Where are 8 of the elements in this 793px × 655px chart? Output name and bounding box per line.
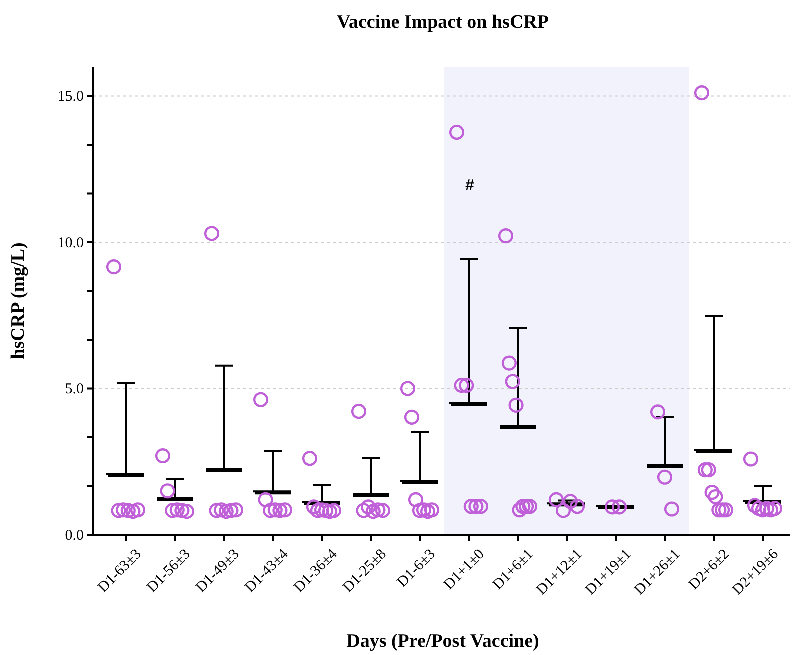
x-axis-title: Days (Pre/Post Vaccine) — [346, 631, 540, 652]
annotation: # — [466, 178, 475, 195]
chart-title: Vaccine Impact on hsCRP — [337, 12, 550, 33]
y-tick-label: 15.0 — [58, 89, 84, 106]
y-axis-title: hsCRP (mg/L) — [8, 242, 29, 360]
y-tick-label: 10.0 — [58, 235, 84, 252]
y-tick-label: 0.0 — [65, 528, 84, 544]
y-tick-label: 5.0 — [65, 382, 84, 398]
